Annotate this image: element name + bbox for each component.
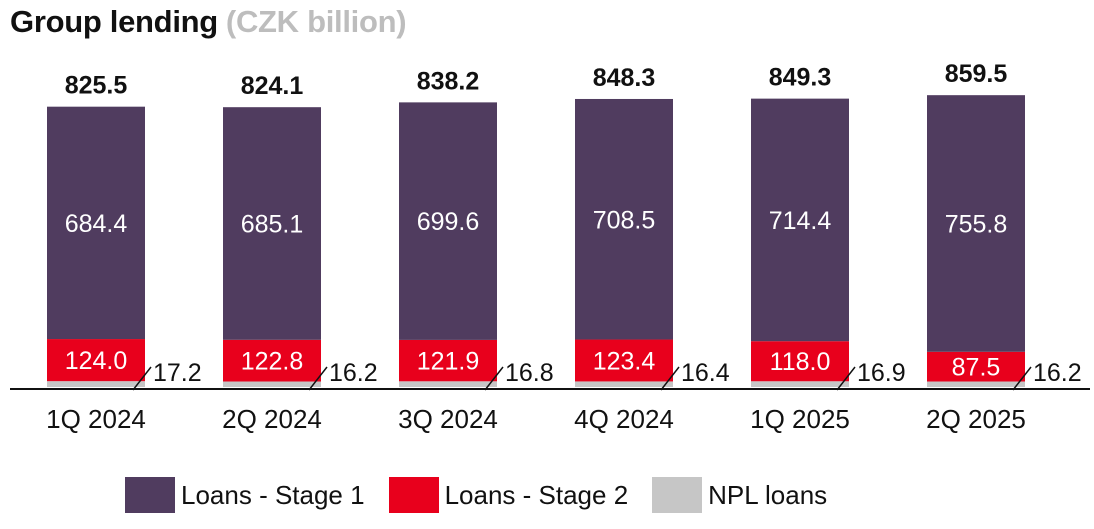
label-stage1-value: 755.8 (945, 210, 1008, 238)
chart-legend: Loans - Stage 1 Loans - Stage 2 NPL loans (125, 477, 851, 513)
legend-swatch (652, 477, 703, 513)
legend-item: Loans - Stage 1 (125, 477, 365, 513)
label-npl-value: 16.8 (505, 359, 554, 387)
legend-swatch (388, 477, 439, 513)
legend-item: Loans - Stage 2 (388, 477, 629, 513)
bar-stage2-loans (223, 339, 321, 382)
label-stage2-value: 87.5 (952, 354, 1001, 382)
label-total-value: 848.3 (593, 64, 656, 92)
bar-stage2-loans (47, 339, 145, 382)
chart-title-unit: (CZK billion) (225, 4, 407, 39)
npl-leader-line (484, 366, 504, 391)
bar-stage2-loans (575, 339, 673, 382)
bar-stage1-loans (575, 98, 673, 340)
label-stage2-value: 122.8 (241, 348, 304, 376)
bar-npl-loans (927, 381, 1025, 387)
label-stage1-value: 684.4 (65, 210, 128, 238)
label-stage2-value: 123.4 (593, 347, 656, 375)
x-tick-label: 3Q 2024 (398, 404, 498, 434)
legend-label: Loans - Stage 2 (444, 479, 629, 510)
label-stage1-value: 708.5 (593, 206, 656, 234)
bar-npl-loans (575, 381, 673, 387)
stacked-bar-chart: 684.4 124.0 825.5 17.21Q 2024 685.1 122.8 824.… (10, 60, 1090, 434)
bar-npl-loans (751, 381, 849, 387)
x-tick-label: 1Q 2024 (46, 404, 146, 434)
bar-stage2-loans (751, 341, 849, 382)
label-total-value: 849.3 (769, 64, 832, 92)
chart-title-main: Group lending (10, 4, 218, 39)
label-stage1-value: 699.6 (417, 208, 480, 236)
label-total-value: 824.1 (241, 72, 304, 100)
bar-stage2-loans (399, 339, 497, 382)
bar-stage1-loans (399, 102, 497, 340)
bar-npl-loans (47, 381, 145, 387)
x-tick-label: 2Q 2024 (222, 404, 322, 434)
label-stage2-value: 121.9 (417, 348, 480, 376)
label-npl-value: 16.9 (857, 359, 906, 387)
label-stage1-value: 714.4 (769, 207, 832, 235)
npl-leader-line (660, 366, 680, 391)
bar-stage2-loans (927, 351, 1025, 382)
label-npl-value: 16.4 (681, 359, 730, 387)
x-tick-label: 4Q 2024 (574, 404, 674, 434)
legend-swatch (125, 477, 175, 513)
bar-npl-loans (223, 381, 321, 387)
label-npl-value: 16.2 (329, 359, 378, 387)
x-tick-label: 1Q 2025 (750, 404, 850, 434)
label-stage2-value: 124.0 (65, 347, 128, 375)
label-stage2-value: 118.0 (770, 348, 831, 376)
npl-leader-line (836, 366, 856, 391)
legend-label: NPL loans (708, 479, 828, 510)
label-total-value: 838.2 (417, 67, 480, 95)
bar-stage1-loans (223, 107, 321, 340)
npl-leader-line (308, 366, 328, 391)
x-tick-label: 2Q 2025 (926, 404, 1026, 434)
bar-stage1-loans (927, 95, 1025, 352)
npl-leader-line (1012, 366, 1032, 391)
label-total-value: 859.5 (945, 60, 1008, 88)
bar-stage1-loans (751, 98, 849, 342)
label-total-value: 825.5 (65, 72, 128, 100)
legend-item: NPL loans (652, 477, 827, 513)
bar-npl-loans (399, 381, 497, 387)
chart-title: Group lending (CZK billion) (10, 4, 407, 40)
bar-stage1-loans (47, 106, 145, 340)
label-npl-value: 16.2 (1033, 359, 1082, 387)
legend-label: Loans - Stage 1 (181, 479, 365, 510)
label-stage1-value: 685.1 (241, 210, 304, 238)
label-npl-value: 17.2 (153, 359, 202, 387)
npl-leader-line (132, 366, 152, 391)
